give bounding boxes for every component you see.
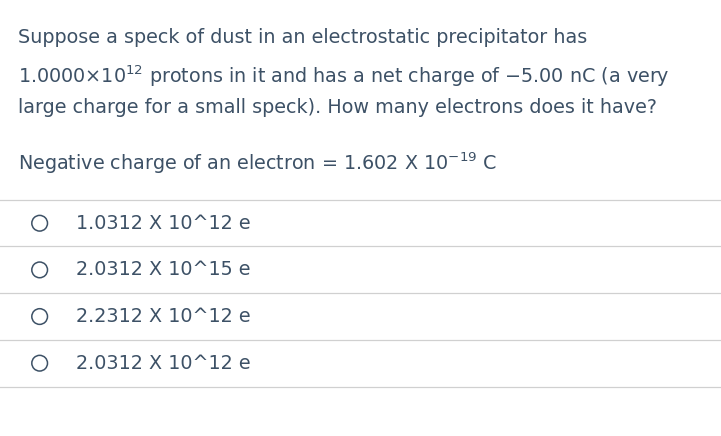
Text: 2.2312 X 10^12 e: 2.2312 X 10^12 e (76, 307, 250, 326)
Text: 1.0000$\times$10$^{12}$ protons in it and has a net charge of −5.00 nC (a very: 1.0000$\times$10$^{12}$ protons in it an… (18, 63, 670, 89)
Text: 2.0312 X 10^15 e: 2.0312 X 10^15 e (76, 260, 250, 279)
Text: large charge for a small speck). How many electrons does it have?: large charge for a small speck). How man… (18, 98, 657, 117)
Text: Suppose a speck of dust in an electrostatic precipitator has: Suppose a speck of dust in an electrosta… (18, 28, 588, 48)
Text: 2.0312 X 10^12 e: 2.0312 X 10^12 e (76, 354, 250, 373)
Text: Negative charge of an electron = 1.602 X 10$^{-19}$ C: Negative charge of an electron = 1.602 X… (18, 150, 497, 176)
Text: 1.0312 X 10^12 e: 1.0312 X 10^12 e (76, 214, 250, 233)
